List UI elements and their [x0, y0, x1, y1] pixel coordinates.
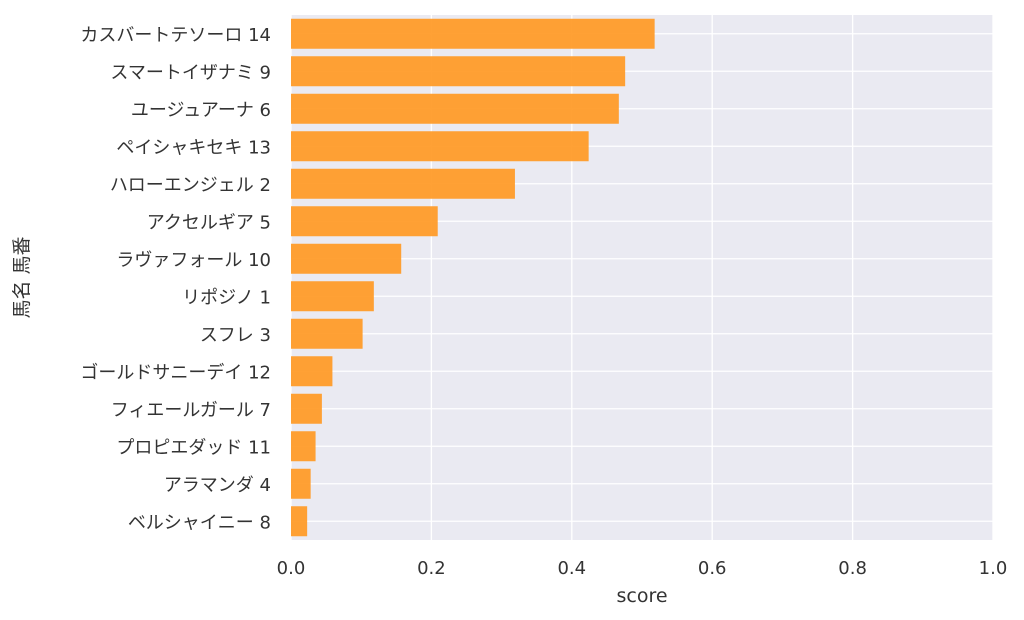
y-tick-label: アラマンダ 4 — [164, 475, 271, 496]
bar — [291, 131, 589, 162]
y-tick-label: ペイシャキセキ 13 — [116, 137, 271, 158]
bar — [291, 506, 308, 537]
y-tick-label: カスバートテソーロ 14 — [80, 25, 271, 46]
bars — [291, 18, 655, 537]
y-tick-label: プロピエダッド 11 — [116, 437, 271, 458]
y-tick-label: アクセルギア 5 — [147, 212, 271, 233]
bar — [291, 281, 374, 312]
x-tick-label: 1.0 — [979, 558, 1008, 579]
x-tick-label: 0.0 — [277, 558, 306, 579]
x-tick-label: 0.4 — [557, 558, 586, 579]
x-tick-label: 0.6 — [698, 558, 727, 579]
y-tick-label: ラヴァフォール 10 — [116, 250, 271, 271]
x-tick-label: 0.2 — [417, 558, 446, 579]
bar — [291, 356, 333, 387]
y-tick-labels: カスバートテソーロ 14 スマートイザナミ 9 ユージュアーナ 6 ペイシャキセキ 1… — [80, 25, 271, 534]
bar — [291, 243, 402, 274]
y-tick-label: スマートイザナミ 9 — [110, 62, 271, 83]
bar — [291, 318, 363, 349]
y-tick-label: スフレ 3 — [200, 325, 271, 346]
bar — [291, 93, 619, 124]
y-tick-label: フィエールガール 7 — [111, 400, 271, 421]
bar — [291, 168, 515, 199]
y-tick-label: リポジノ 1 — [182, 287, 271, 308]
bar — [291, 56, 626, 87]
bar — [291, 431, 316, 462]
bar — [291, 393, 322, 424]
bar — [291, 468, 311, 499]
x-tick-label: 0.8 — [838, 558, 867, 579]
bar — [291, 18, 655, 49]
y-tick-label: ゴールドサニーデイ 12 — [80, 362, 271, 383]
bar — [291, 206, 438, 237]
y-axis-label: 馬名 馬番 — [11, 236, 33, 318]
y-tick-label: ベルシャイニー 8 — [128, 512, 271, 533]
x-tick-labels: 0.0 0.2 0.4 0.6 0.8 1.0 — [277, 558, 1008, 579]
y-tick-label: ハローエンジェル 2 — [110, 175, 271, 196]
x-axis-label: score — [616, 585, 667, 607]
y-tick-label: ユージュアーナ 6 — [131, 100, 271, 121]
